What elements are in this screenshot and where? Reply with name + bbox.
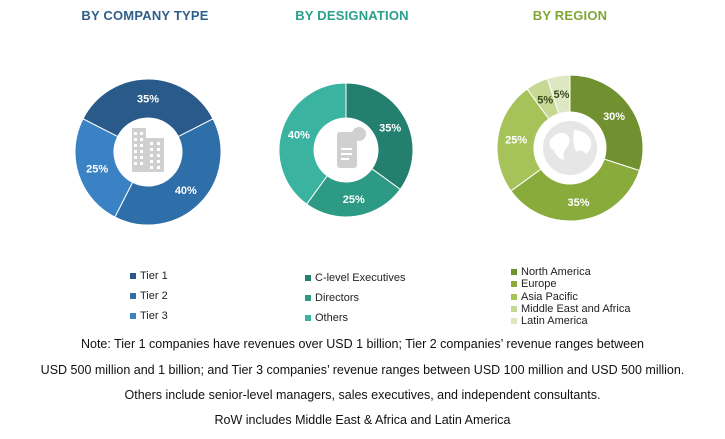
slice-tier-2: [114, 118, 222, 226]
data-label-europe: 35%: [568, 197, 590, 209]
data-label-directors: 25%: [343, 194, 365, 206]
data-label-middle-east-and-africa: 5%: [537, 94, 553, 106]
legend-label: Asia Pacific: [521, 290, 578, 303]
data-label-c-level-executives: 35%: [379, 123, 401, 135]
legend-label: Europe: [521, 278, 557, 291]
region-title: BY REGION: [532, 8, 608, 23]
note-line-4: RoW includes Middle East & Africa and La…: [214, 413, 511, 427]
company-type-title: BY COMPANY TYPE: [81, 8, 209, 23]
legend-label: Middle East and Africa: [521, 302, 631, 315]
slice-north-america: [569, 74, 644, 172]
legend-label: Tier 1: [140, 270, 168, 282]
building-icon: [132, 128, 164, 172]
legend-label: Tier 3: [140, 310, 168, 322]
note-line-2: USD 500 million and 1 billion; and Tier …: [40, 363, 685, 377]
id-badge-icon: [337, 127, 366, 168]
data-label-north-america: 30%: [603, 111, 625, 123]
legend-swatch: [511, 318, 517, 325]
slice-latin-america: [546, 74, 571, 115]
slice-c-level-executives: [345, 82, 414, 191]
data-label-asia-pacific: 25%: [505, 134, 527, 146]
note-line-3: Others include senior-level managers, sa…: [124, 388, 601, 402]
legend-swatch: [130, 273, 136, 279]
slice-asia-pacific: [496, 88, 550, 192]
slice-tier-1: [82, 78, 214, 138]
legend-label: Directors: [315, 292, 360, 304]
legend-swatch: [305, 315, 311, 321]
legend-swatch: [130, 293, 136, 299]
legend-swatch: [511, 305, 517, 312]
legend-label: North America: [521, 266, 591, 278]
data-label-tier-1: 35%: [137, 94, 159, 106]
legend-swatch: [511, 293, 517, 300]
legend-swatch: [130, 313, 136, 319]
legend-label: C-level Executives: [315, 272, 406, 284]
slice-europe: [510, 158, 641, 222]
slice-others: [278, 82, 347, 205]
legend-swatch: [305, 275, 311, 281]
data-label-tier-2: 40%: [175, 185, 197, 197]
data-label-latin-america: 5%: [554, 89, 570, 101]
legend-swatch: [305, 295, 311, 301]
legend-label: Tier 2: [140, 290, 168, 302]
globe-icon: [543, 121, 597, 175]
legend-swatch: [511, 269, 517, 275]
slice-directors: [305, 168, 401, 218]
data-label-others: 40%: [288, 130, 310, 142]
legend-label: Others: [315, 312, 349, 324]
data-label-tier-3: 25%: [86, 164, 108, 176]
designation-title: BY DESIGNATION: [295, 8, 409, 23]
legend-label: Latin America: [521, 315, 588, 328]
legend-swatch: [511, 281, 517, 288]
slice-tier-3: [74, 118, 134, 218]
note-line-1: Note: Tier 1 companies have revenues ove…: [80, 337, 645, 351]
